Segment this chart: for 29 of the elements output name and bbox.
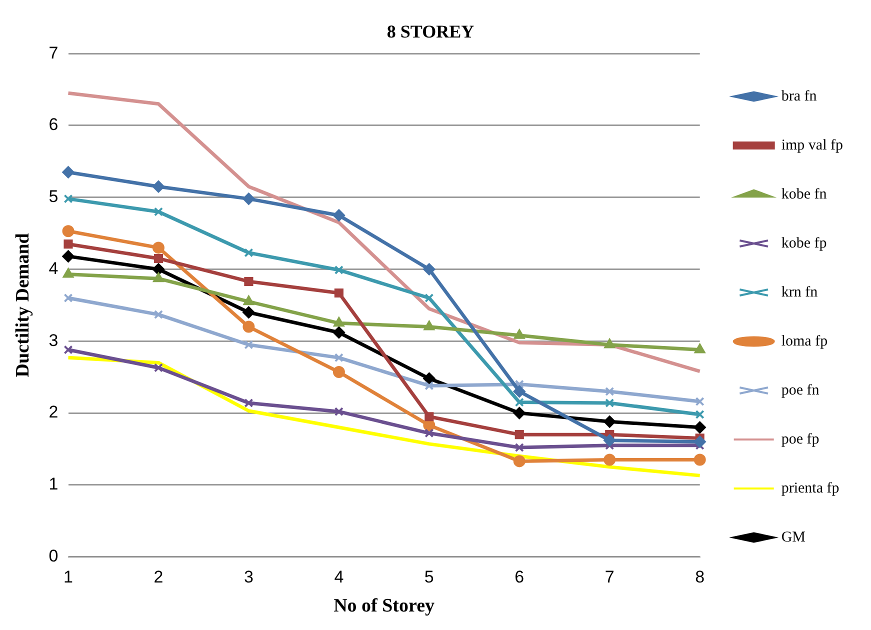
x-tick-label: 3 [244,568,254,587]
legend-label: loma fp [781,333,828,350]
y-tick-label: 2 [48,402,58,422]
y-tick-label: 6 [48,115,58,134]
legend-label: kobe fn [781,186,828,202]
x-tick-label: 8 [695,568,705,587]
legend-label: krn fn [781,284,818,300]
x-tick-label: 6 [514,568,524,587]
legend-label: kobe fp [781,235,827,252]
x-tick-label: 1 [64,568,73,587]
x-tick-label: 7 [604,568,614,587]
y-axis-title: Ductility Demand [12,232,34,378]
x-tick-label: 2 [154,568,164,587]
legend-label: imp val fp [781,137,843,154]
legend-label: poe fp [781,431,820,448]
legend-label: bra fn [781,88,818,104]
x-tick-label: 5 [424,568,434,587]
legend-label: poe fn [781,382,820,398]
chart-title: 8 STOREY [386,21,474,42]
y-tick-label: 3 [48,330,58,350]
y-tick-label: 5 [48,187,58,206]
y-tick-label: 0 [48,546,58,566]
y-tick-label: 1 [48,474,58,494]
legend-label: prienta fp [781,480,840,496]
x-axis-title: No of Storey [334,596,436,617]
y-tick-label: 4 [48,258,58,278]
x-tick-label: 4 [334,568,344,587]
legend-label: GM [781,529,806,546]
y-tick-label: 7 [48,43,58,62]
